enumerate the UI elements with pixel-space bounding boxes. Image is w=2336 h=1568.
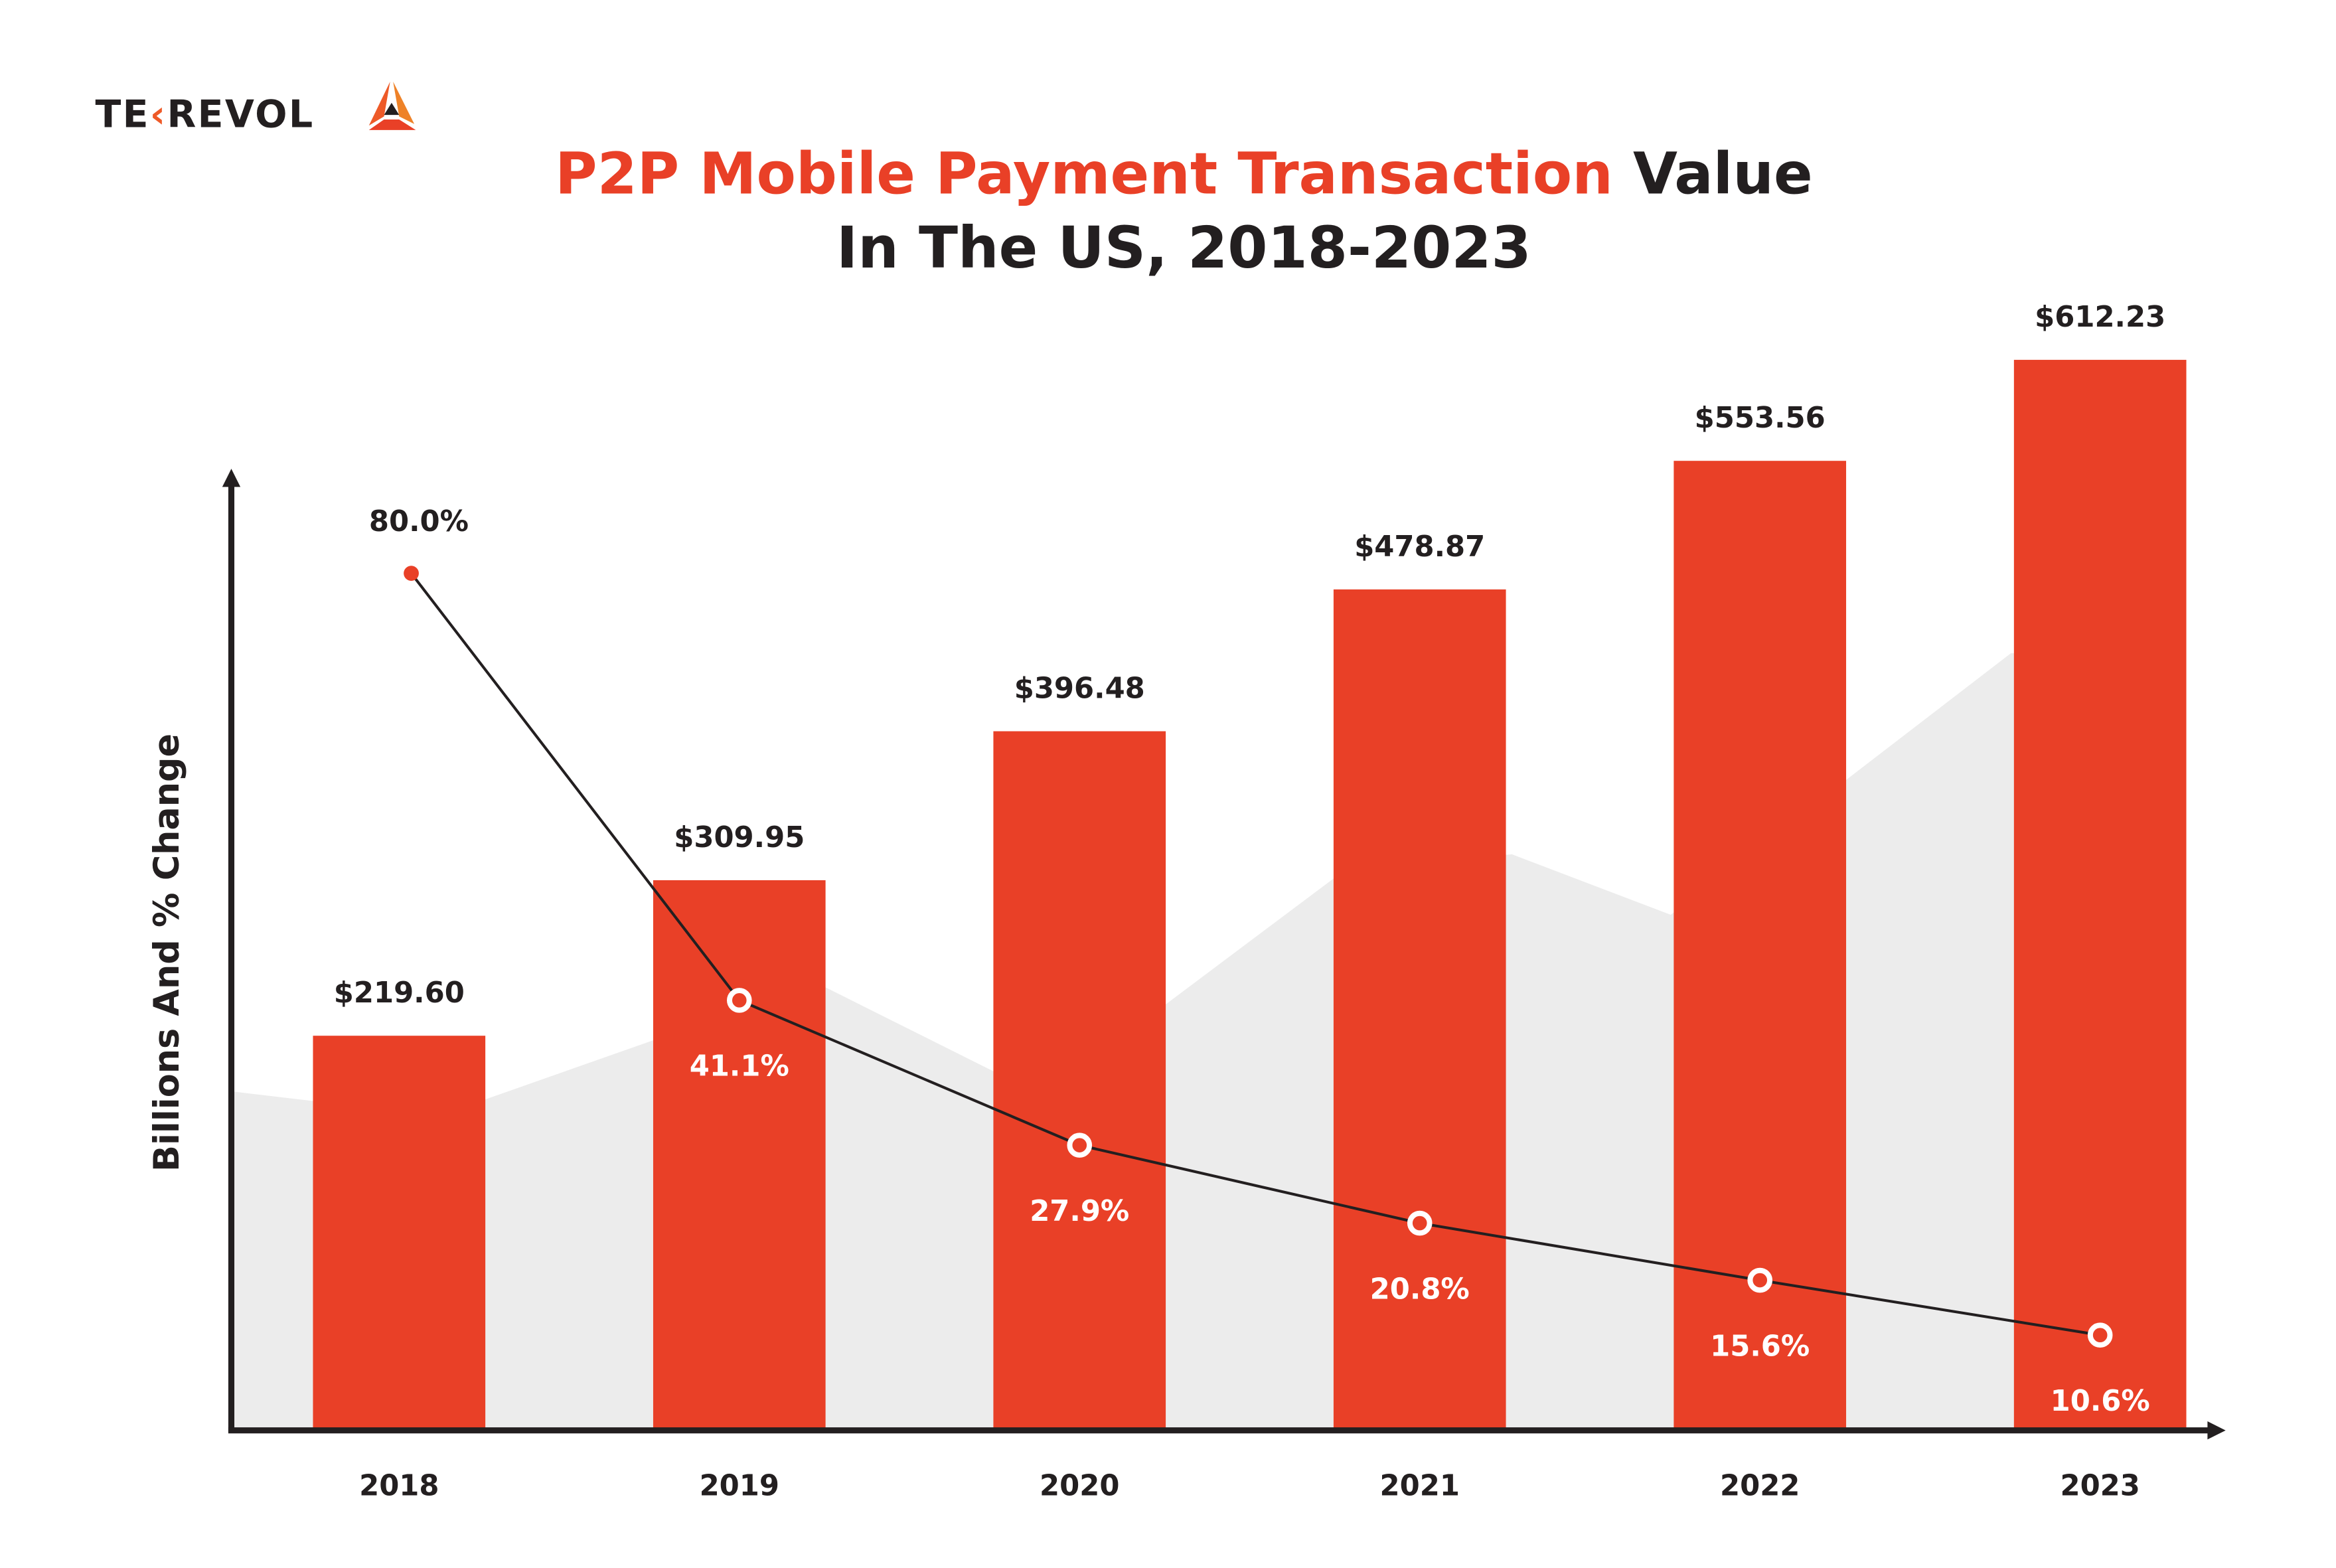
bar-label-2021: $478.87 bbox=[1354, 530, 1485, 564]
line-point-2020 bbox=[1067, 1133, 1093, 1158]
x-tick-2018: 2018 bbox=[359, 1470, 439, 1503]
line-label-2023: 10.6% bbox=[2051, 1385, 2150, 1418]
x-axis-arrow-icon bbox=[2207, 1421, 2226, 1440]
bar-2021 bbox=[1333, 589, 1506, 1429]
line-point-2022 bbox=[1747, 1267, 1772, 1293]
bar-label-2020: $396.48 bbox=[1014, 672, 1145, 705]
bar-label-2022: $553.56 bbox=[1695, 402, 1826, 435]
line-label-2020: 27.9% bbox=[1030, 1195, 1129, 1228]
bar-2022 bbox=[1674, 461, 1847, 1429]
y-axis-arrow-icon bbox=[222, 469, 241, 487]
x-tick-2021: 2021 bbox=[1380, 1470, 1460, 1503]
line-point-2021 bbox=[1407, 1210, 1433, 1236]
bar-label-2018: $219.60 bbox=[334, 977, 465, 1010]
svg-text:TE‹REVOL: TE‹REVOL bbox=[95, 92, 314, 136]
x-tick-2023: 2023 bbox=[2060, 1470, 2140, 1503]
bar-label-2019: $309.95 bbox=[674, 821, 805, 854]
chart-subtitle: In The US, 2018-2023 bbox=[836, 215, 1531, 281]
line-label-2021: 20.8% bbox=[1370, 1273, 1470, 1306]
x-tick-2020: 2020 bbox=[1040, 1470, 1119, 1503]
x-tick-2019: 2019 bbox=[700, 1470, 779, 1503]
x-tick-2022: 2022 bbox=[1720, 1470, 1800, 1503]
change-line bbox=[410, 572, 2101, 1337]
bar-2020 bbox=[993, 731, 1166, 1429]
line-label-2022: 15.6% bbox=[1710, 1330, 1810, 1363]
line-point-2023 bbox=[2087, 1322, 2113, 1348]
chart-title: P2P Mobile Payment Transaction Value bbox=[555, 141, 1813, 208]
line-label-2018: 80.0% bbox=[369, 505, 469, 538]
line-point-2018 bbox=[404, 566, 419, 582]
bar-2023 bbox=[2013, 360, 2187, 1429]
logo: TE‹REVOL bbox=[95, 82, 416, 136]
y-axis-label: Billions And % Change bbox=[147, 734, 187, 1172]
bar-2019 bbox=[653, 880, 826, 1429]
bar-2018 bbox=[313, 1036, 486, 1429]
bar-label-2023: $612.23 bbox=[2035, 301, 2165, 334]
line-point-2019 bbox=[726, 988, 752, 1013]
line-label-2019: 41.1% bbox=[690, 1050, 789, 1083]
